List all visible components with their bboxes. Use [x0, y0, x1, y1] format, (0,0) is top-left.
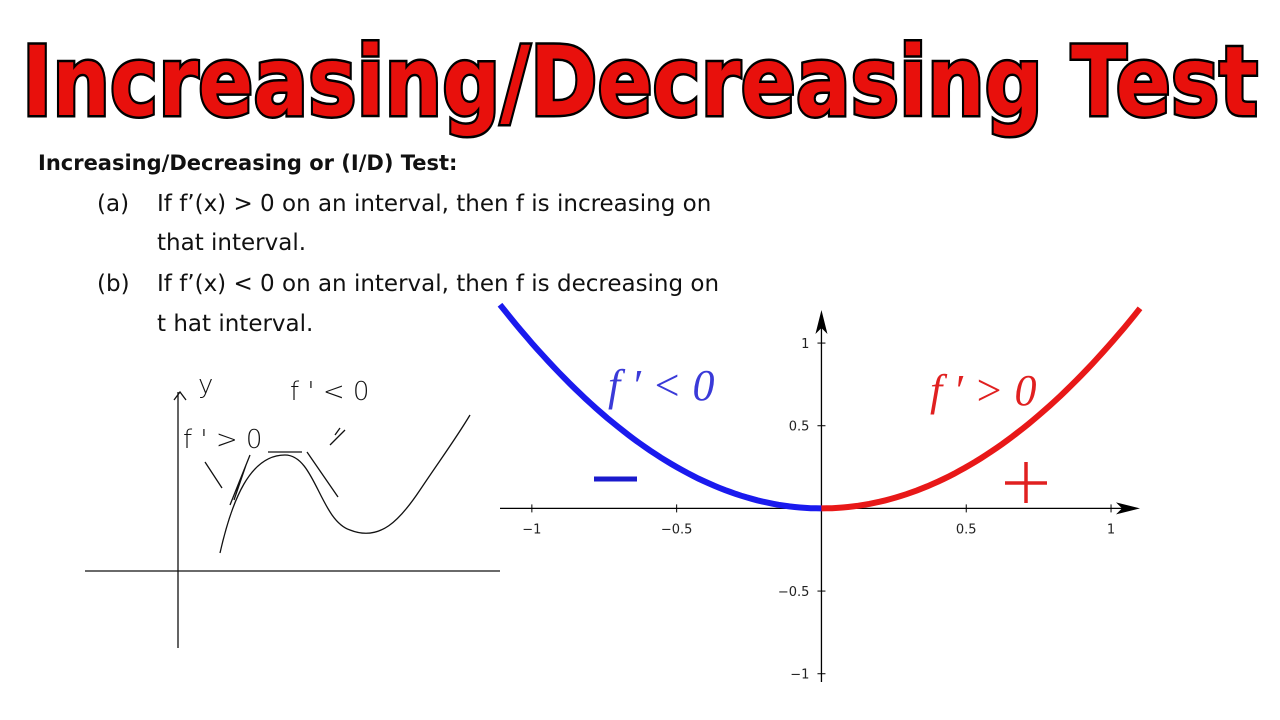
x-tick-label: −0.5 [661, 522, 693, 537]
plus-sign [1005, 462, 1047, 503]
x-tick-label: 1 [1107, 522, 1115, 537]
y-tick-label: −1 [790, 668, 809, 683]
curve-increasing [821, 306, 1143, 512]
item-line: t hat interval. [157, 311, 313, 337]
y-tick-label: 0.5 [789, 420, 810, 435]
annotation: f ′ > 0 [930, 366, 1037, 415]
sketch-tangents [204, 427, 346, 506]
item-line: If f’(x) < 0 on an interval, then f is d… [157, 271, 719, 297]
theorem-heading: Increasing/Decreasing or (I/D) Test: [38, 151, 457, 175]
title: Increasing/Decreasing Test [22, 26, 1258, 138]
y-tick-label: 1 [801, 337, 809, 352]
sketch-label: f ' < 0 [290, 377, 369, 407]
item-label: (b) [97, 271, 130, 297]
sketch-arrow [173, 390, 187, 401]
graph: −1 −0.5 0.5 1 1 0.5 −0.5 −1 f ′ < 0 f ′ > 0 [497, 302, 1143, 683]
y-arrow [815, 310, 828, 334]
x-tick-label: 0.5 [956, 522, 977, 537]
item-label: (a) [97, 191, 129, 217]
item-line: If f’(x) > 0 on an interval, then f is i… [157, 191, 711, 217]
sketch [85, 390, 500, 648]
sketch-label: y [198, 370, 213, 400]
item-line: that interval. [157, 230, 306, 256]
y-tick-label: −0.5 [778, 585, 810, 600]
annotation: f ′ < 0 [608, 361, 715, 410]
curve-decreasing [497, 302, 822, 512]
x-arrow [1116, 502, 1140, 515]
x-tick-label: −1 [522, 522, 541, 537]
sketch-curve [219, 414, 471, 554]
sketch-label: f ' > 0 [183, 425, 262, 455]
